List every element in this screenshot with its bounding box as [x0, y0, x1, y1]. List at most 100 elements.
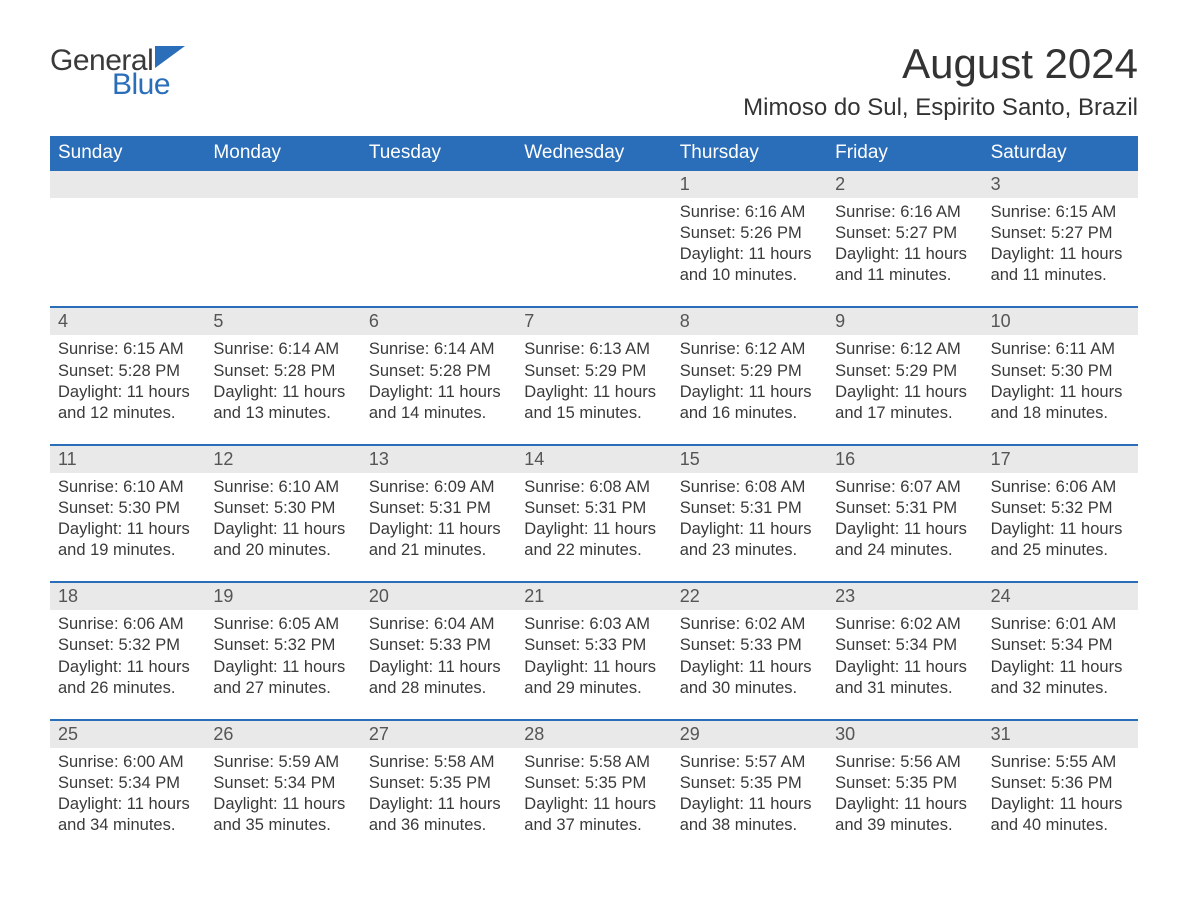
daylight-text: Daylight: 11 hours and 15 minutes.	[524, 382, 663, 424]
month-title: August 2024	[743, 40, 1138, 88]
day-cell	[205, 198, 360, 306]
daylight-text: Daylight: 11 hours and 34 minutes.	[58, 794, 197, 836]
sunrise-text: Sunrise: 5:57 AM	[680, 752, 819, 773]
sunrise-text: Sunrise: 6:11 AM	[991, 339, 1130, 360]
daylight-text: Daylight: 11 hours and 16 minutes.	[680, 382, 819, 424]
day-number: 11	[50, 446, 205, 473]
sunrise-text: Sunrise: 6:12 AM	[835, 339, 974, 360]
sunrise-text: Sunrise: 6:14 AM	[369, 339, 508, 360]
day-number: 27	[361, 721, 516, 748]
sunset-text: Sunset: 5:26 PM	[680, 223, 819, 244]
sunset-text: Sunset: 5:32 PM	[213, 635, 352, 656]
daylight-text: Daylight: 11 hours and 20 minutes.	[213, 519, 352, 561]
calendar-week: 11121314151617Sunrise: 6:10 AMSunset: 5:…	[50, 444, 1138, 581]
sunset-text: Sunset: 5:35 PM	[835, 773, 974, 794]
sunrise-text: Sunrise: 6:02 AM	[835, 614, 974, 635]
sunrise-text: Sunrise: 5:55 AM	[991, 752, 1130, 773]
day-cell: Sunrise: 6:06 AMSunset: 5:32 PMDaylight:…	[50, 610, 205, 718]
sunset-text: Sunset: 5:34 PM	[991, 635, 1130, 656]
sunset-text: Sunset: 5:35 PM	[680, 773, 819, 794]
daylight-text: Daylight: 11 hours and 17 minutes.	[835, 382, 974, 424]
day-number	[361, 171, 516, 198]
day-cell: Sunrise: 6:04 AMSunset: 5:33 PMDaylight:…	[361, 610, 516, 718]
daylight-text: Daylight: 11 hours and 19 minutes.	[58, 519, 197, 561]
day-cell: Sunrise: 5:58 AMSunset: 5:35 PMDaylight:…	[516, 748, 671, 844]
day-cell: Sunrise: 6:05 AMSunset: 5:32 PMDaylight:…	[205, 610, 360, 718]
sunset-text: Sunset: 5:31 PM	[524, 498, 663, 519]
daylight-text: Daylight: 11 hours and 26 minutes.	[58, 657, 197, 699]
day-number	[50, 171, 205, 198]
day-number: 17	[983, 446, 1138, 473]
day-cell: Sunrise: 6:01 AMSunset: 5:34 PMDaylight:…	[983, 610, 1138, 718]
sunrise-text: Sunrise: 6:07 AM	[835, 477, 974, 498]
logo: General Blue	[50, 40, 185, 100]
day-cell: Sunrise: 6:11 AMSunset: 5:30 PMDaylight:…	[983, 335, 1138, 443]
day-cell	[516, 198, 671, 306]
header: General Blue August 2024 Mimoso do Sul, …	[50, 40, 1138, 122]
sunrise-text: Sunrise: 6:06 AM	[58, 614, 197, 635]
day-cell: Sunrise: 5:59 AMSunset: 5:34 PMDaylight:…	[205, 748, 360, 844]
sunset-text: Sunset: 5:31 PM	[680, 498, 819, 519]
day-number	[205, 171, 360, 198]
day-number: 5	[205, 308, 360, 335]
weekday-header: Saturday	[983, 136, 1138, 171]
daylight-text: Daylight: 11 hours and 40 minutes.	[991, 794, 1130, 836]
daylight-text: Daylight: 11 hours and 28 minutes.	[369, 657, 508, 699]
day-number: 26	[205, 721, 360, 748]
sunset-text: Sunset: 5:27 PM	[991, 223, 1130, 244]
day-number-row: 123	[50, 171, 1138, 198]
sunrise-text: Sunrise: 6:14 AM	[213, 339, 352, 360]
day-number: 30	[827, 721, 982, 748]
weekday-header: Thursday	[672, 136, 827, 171]
daylight-text: Daylight: 11 hours and 35 minutes.	[213, 794, 352, 836]
day-number: 1	[672, 171, 827, 198]
day-cell: Sunrise: 5:58 AMSunset: 5:35 PMDaylight:…	[361, 748, 516, 844]
title-block: August 2024 Mimoso do Sul, Espirito Sant…	[743, 40, 1138, 122]
daylight-text: Daylight: 11 hours and 32 minutes.	[991, 657, 1130, 699]
sunset-text: Sunset: 5:29 PM	[524, 361, 663, 382]
day-number: 6	[361, 308, 516, 335]
sunrise-text: Sunrise: 6:08 AM	[680, 477, 819, 498]
day-number-row: 18192021222324	[50, 583, 1138, 610]
day-number: 31	[983, 721, 1138, 748]
daylight-text: Daylight: 11 hours and 23 minutes.	[680, 519, 819, 561]
sunset-text: Sunset: 5:32 PM	[58, 635, 197, 656]
day-number: 10	[983, 308, 1138, 335]
daylight-text: Daylight: 11 hours and 21 minutes.	[369, 519, 508, 561]
day-number: 16	[827, 446, 982, 473]
daylight-text: Daylight: 11 hours and 13 minutes.	[213, 382, 352, 424]
sunrise-text: Sunrise: 6:06 AM	[991, 477, 1130, 498]
sunrise-text: Sunrise: 6:15 AM	[58, 339, 197, 360]
sunrise-text: Sunrise: 6:13 AM	[524, 339, 663, 360]
sunset-text: Sunset: 5:31 PM	[835, 498, 974, 519]
sunset-text: Sunset: 5:33 PM	[680, 635, 819, 656]
sunrise-text: Sunrise: 6:03 AM	[524, 614, 663, 635]
weekday-header-row: Sunday Monday Tuesday Wednesday Thursday…	[50, 136, 1138, 171]
daylight-text: Daylight: 11 hours and 11 minutes.	[835, 244, 974, 286]
sunset-text: Sunset: 5:28 PM	[213, 361, 352, 382]
daylight-text: Daylight: 11 hours and 14 minutes.	[369, 382, 508, 424]
day-number-row: 25262728293031	[50, 721, 1138, 748]
day-number	[516, 171, 671, 198]
sunset-text: Sunset: 5:34 PM	[213, 773, 352, 794]
sunrise-text: Sunrise: 6:16 AM	[835, 202, 974, 223]
weekday-header: Monday	[205, 136, 360, 171]
day-cell: Sunrise: 6:06 AMSunset: 5:32 PMDaylight:…	[983, 473, 1138, 581]
sunset-text: Sunset: 5:34 PM	[58, 773, 197, 794]
daylight-text: Daylight: 11 hours and 29 minutes.	[524, 657, 663, 699]
sunset-text: Sunset: 5:33 PM	[369, 635, 508, 656]
daylight-text: Daylight: 11 hours and 27 minutes.	[213, 657, 352, 699]
sunset-text: Sunset: 5:30 PM	[991, 361, 1130, 382]
day-number: 28	[516, 721, 671, 748]
day-number: 14	[516, 446, 671, 473]
day-number: 7	[516, 308, 671, 335]
sunrise-text: Sunrise: 6:08 AM	[524, 477, 663, 498]
daylight-text: Daylight: 11 hours and 30 minutes.	[680, 657, 819, 699]
daylight-text: Daylight: 11 hours and 24 minutes.	[835, 519, 974, 561]
calendar-week: 123Sunrise: 6:16 AMSunset: 5:26 PMDaylig…	[50, 171, 1138, 306]
daylight-text: Daylight: 11 hours and 10 minutes.	[680, 244, 819, 286]
day-cell: Sunrise: 6:08 AMSunset: 5:31 PMDaylight:…	[672, 473, 827, 581]
day-cell: Sunrise: 6:14 AMSunset: 5:28 PMDaylight:…	[205, 335, 360, 443]
sunrise-text: Sunrise: 6:04 AM	[369, 614, 508, 635]
sunrise-text: Sunrise: 6:12 AM	[680, 339, 819, 360]
